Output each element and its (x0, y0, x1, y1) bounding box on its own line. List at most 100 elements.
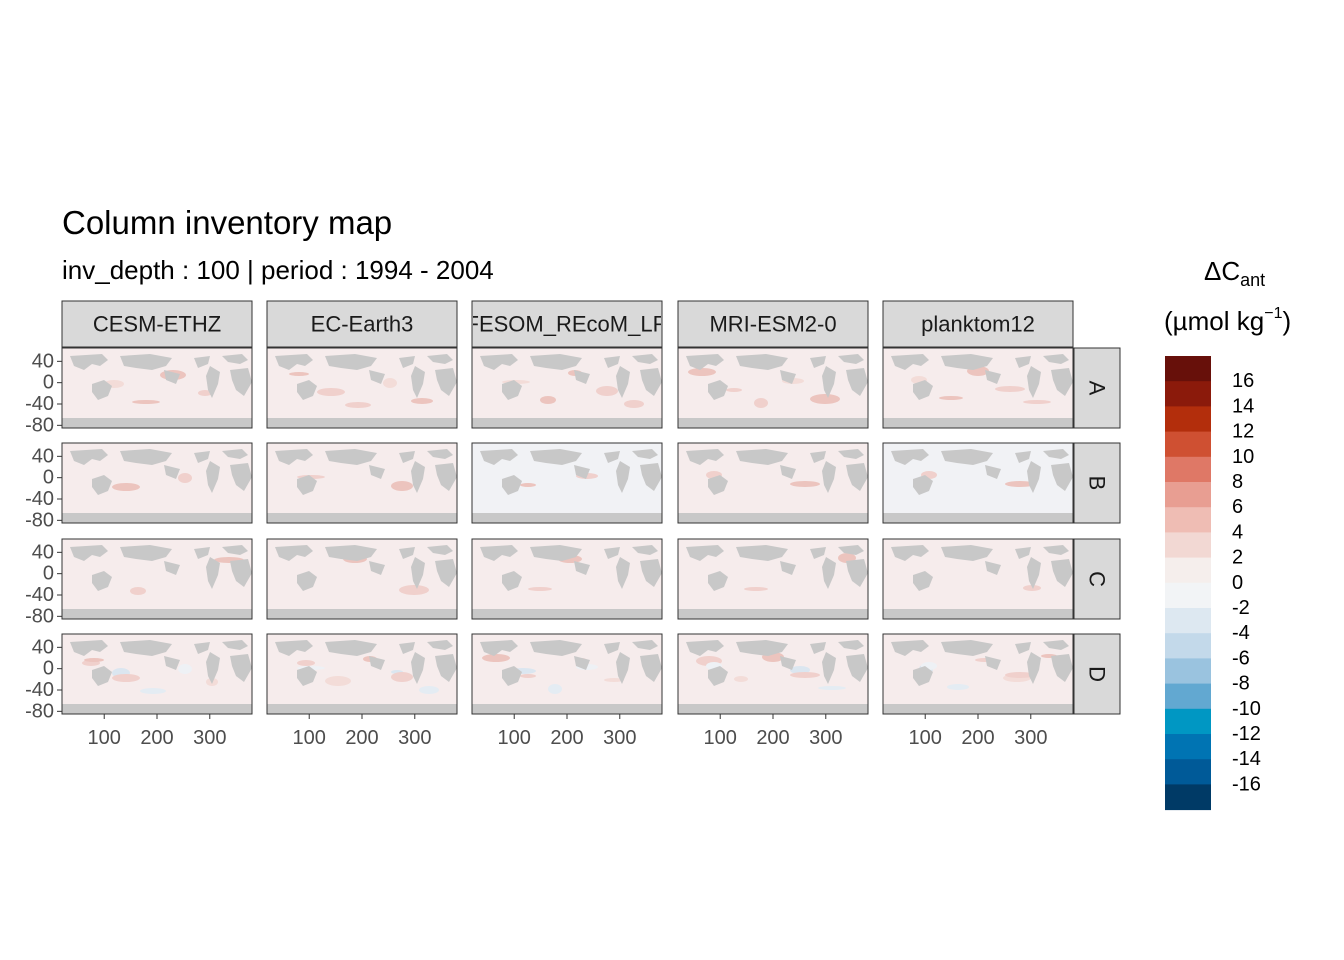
panel-D-1 (266, 633, 458, 715)
anomaly-patch (624, 400, 644, 408)
legend-label: -16 (1232, 773, 1261, 795)
legend-label: -4 (1232, 622, 1250, 644)
col-strip-1: EC-Earth3 (266, 300, 458, 348)
panel-A-3 (677, 347, 869, 429)
legend-swatch (1165, 608, 1211, 634)
panel-B-2 (471, 442, 663, 524)
row-strip-A: A (1073, 347, 1121, 429)
legend-swatch (1165, 507, 1211, 533)
legend-label: 6 (1232, 496, 1243, 518)
chart-title: Column inventory map (62, 204, 392, 241)
panel-C-3 (677, 538, 869, 620)
anomaly-patch (345, 402, 371, 408)
legend-unit-post: ) (1282, 306, 1291, 336)
anomaly-patch (596, 386, 618, 396)
col-strip-label: planktom12 (921, 312, 1035, 337)
panel-border (61, 538, 253, 620)
anomaly-patch (132, 400, 160, 404)
row-strip-label: D (1085, 666, 1110, 682)
anomaly-patch (540, 396, 556, 404)
panel-border (266, 538, 458, 620)
anomaly-patch (1005, 481, 1035, 487)
y-tick-label: 40 (32, 541, 54, 563)
y-tick-label: -80 (25, 700, 54, 722)
legend-swatch (1165, 683, 1211, 710)
anomaly-patch (391, 481, 413, 491)
panel-A-4 (882, 347, 1074, 429)
panel-C-1 (266, 538, 458, 620)
anomaly-patch (734, 676, 748, 682)
x-tick-label: 100 (704, 727, 737, 749)
col-strip-4: planktom12 (882, 300, 1074, 348)
anomaly-patch (604, 678, 624, 682)
anomaly-patch (810, 394, 840, 404)
legend-label: -6 (1232, 647, 1250, 669)
x-tick-label: 100 (88, 727, 121, 749)
anomaly-patch (1005, 672, 1035, 678)
panel-A-1 (266, 347, 458, 429)
anomaly-patch (419, 686, 439, 694)
anomaly-patch (754, 398, 768, 408)
panel-border (882, 538, 1074, 620)
legend-label: 16 (1232, 370, 1254, 392)
col-strip-label: EC-Earth3 (311, 312, 414, 337)
anomaly-patch (790, 481, 820, 487)
row-strip-label: B (1085, 476, 1110, 491)
panel-B-4 (882, 442, 1074, 524)
anomaly-patch (178, 473, 192, 483)
anomaly-patch (939, 396, 963, 400)
y-tick-label: -80 (25, 509, 54, 531)
anomaly-patch (947, 684, 969, 690)
y-tick-label: -80 (25, 605, 54, 627)
chart-subtitle: inv_depth : 100 | period : 1994 - 2004 (62, 255, 494, 285)
legend-swatch (1165, 784, 1211, 811)
x-tick-label: 300 (193, 727, 226, 749)
legend-unit-pre: (µmol kg (1164, 306, 1264, 336)
legend: ΔCant (µmol kg−1) 16 14 12 10 8 6 4 2 0 -2 -4 -6 -8 -… (1164, 256, 1291, 811)
panel-A-0 (61, 347, 253, 429)
anomaly-patch (130, 587, 146, 595)
legend-label: 12 (1232, 421, 1254, 443)
x-tick-label: 300 (1014, 727, 1047, 749)
y-tick-label: 0 (43, 372, 54, 394)
facet-panels (61, 347, 1074, 715)
legend-label: -2 (1232, 597, 1250, 619)
legend-title-main: ΔC (1204, 256, 1240, 286)
panel-B-3 (677, 442, 869, 524)
anomaly-patch (520, 674, 536, 678)
col-strip-0: CESM-ETHZ (61, 300, 253, 348)
legend-swatch (1165, 532, 1211, 559)
panel-B-0 (61, 442, 253, 524)
x-tick-label: 100 (498, 727, 531, 749)
anomaly-patch (112, 674, 140, 682)
y-tick-label: 40 (32, 445, 54, 467)
legend-label: 2 (1232, 547, 1243, 569)
x-tick-label: 200 (756, 727, 789, 749)
col-strip-label: CESM-ETHZ (93, 312, 221, 337)
legend-label: -8 (1232, 673, 1250, 695)
y-tick-label: -80 (25, 414, 54, 436)
row-strip-label: C (1085, 571, 1110, 587)
y-tick-label: 0 (43, 658, 54, 680)
legend-swatch (1165, 482, 1211, 508)
legend-swatch (1165, 734, 1211, 760)
legend-title-line2: (µmol kg−1) (1164, 305, 1291, 336)
y-tick-label: 40 (32, 636, 54, 658)
anomaly-patch (84, 658, 104, 662)
x-tick-label: 200 (140, 727, 173, 749)
panel-D-4 (882, 633, 1074, 715)
panel-border (266, 442, 458, 524)
x-tick-label: 200 (550, 727, 583, 749)
y-tick-label: 40 (32, 350, 54, 372)
anomaly-patch (1023, 400, 1051, 404)
anomaly-patch (744, 587, 768, 591)
legend-label: 14 (1232, 395, 1254, 417)
panel-border (61, 347, 253, 429)
panel-C-2 (471, 538, 663, 620)
anomaly-patch (289, 372, 309, 376)
panel-border (882, 347, 1074, 429)
anomaly-patch (548, 684, 562, 694)
x-tick-label: 200 (961, 727, 994, 749)
col-strip-2: FESOM_REcoM_LR (471, 300, 663, 348)
